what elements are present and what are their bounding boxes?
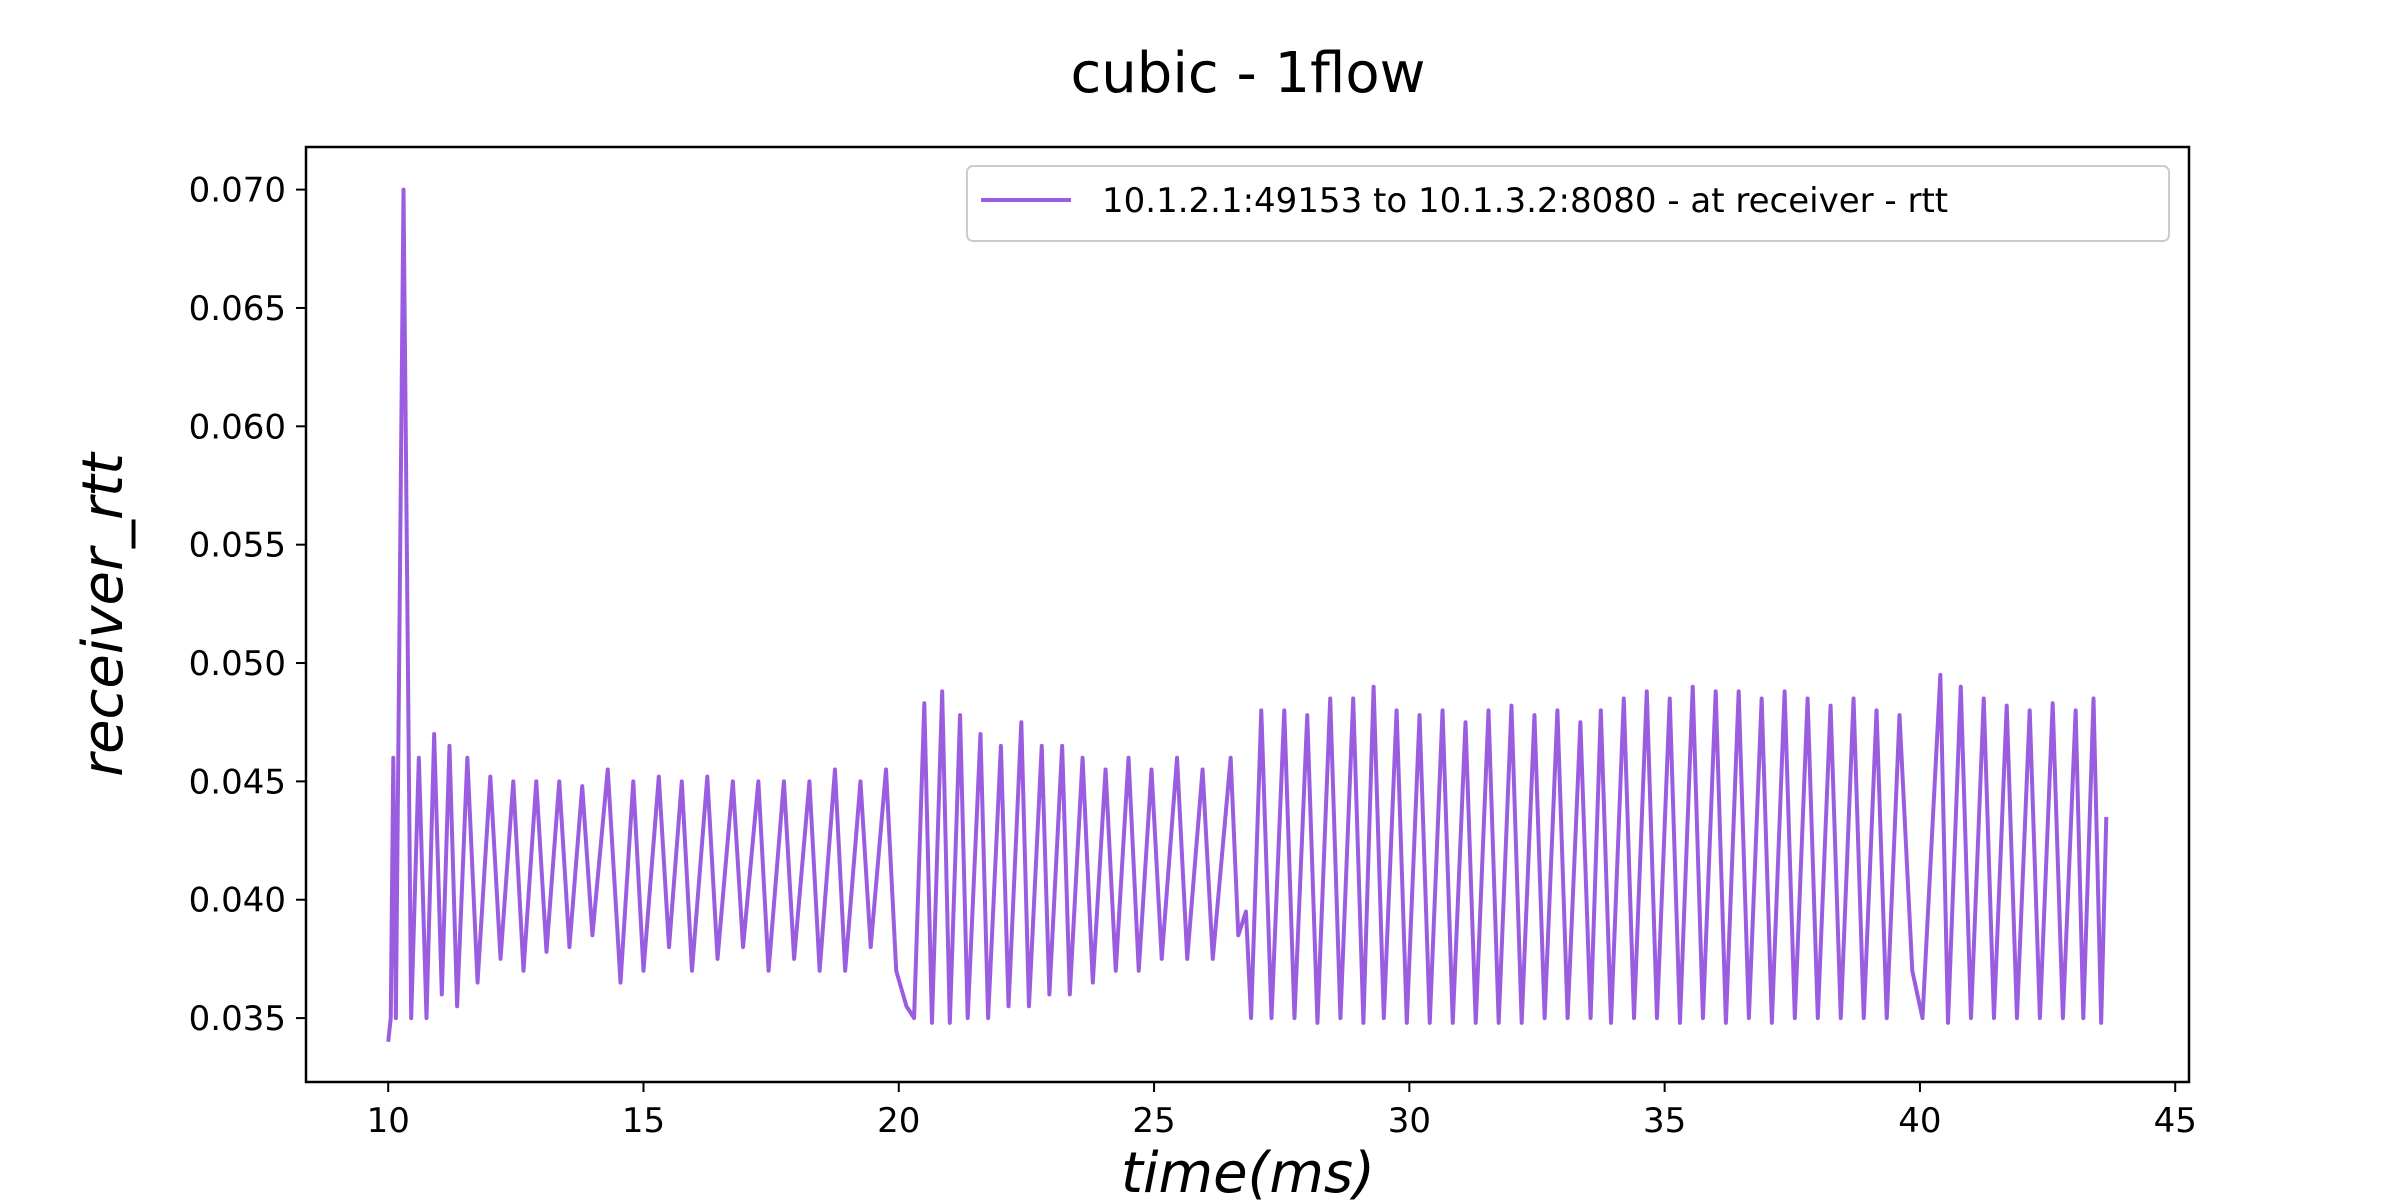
y-tick-label: 0.050 [189,644,286,684]
x-tick-label: 35 [1643,1101,1686,1141]
y-tick-label: 0.055 [189,526,286,566]
x-tick-label: 25 [1132,1101,1175,1141]
y-tick-label: 0.035 [189,999,286,1039]
y-axis-label: receiver_rtt [71,451,136,777]
x-tick-label: 20 [877,1101,920,1141]
x-tick-label: 45 [2154,1101,2197,1141]
plot-frame [304,145,2191,1084]
x-tick-label: 40 [1898,1101,1941,1141]
y-tick-label: 0.065 [189,289,286,329]
legend-box [966,165,2170,242]
x-tick-label: 30 [1388,1101,1431,1141]
legend-label: 10.1.2.1:49153 to 10.1.3.2:8080 - at rec… [1102,181,1948,221]
data-line [386,187,2109,1042]
y-tick-label: 0.070 [189,171,286,211]
y-tick-label: 0.040 [189,881,286,921]
y-tick-label: 0.045 [189,762,286,802]
x-tick-label: 10 [367,1101,410,1141]
x-tick-label: 15 [622,1101,665,1141]
chart-title: cubic - 1flow [1071,41,1426,106]
y-tick-label: 0.060 [189,407,286,447]
x-axis-label: time(ms) [1121,1141,1375,1200]
